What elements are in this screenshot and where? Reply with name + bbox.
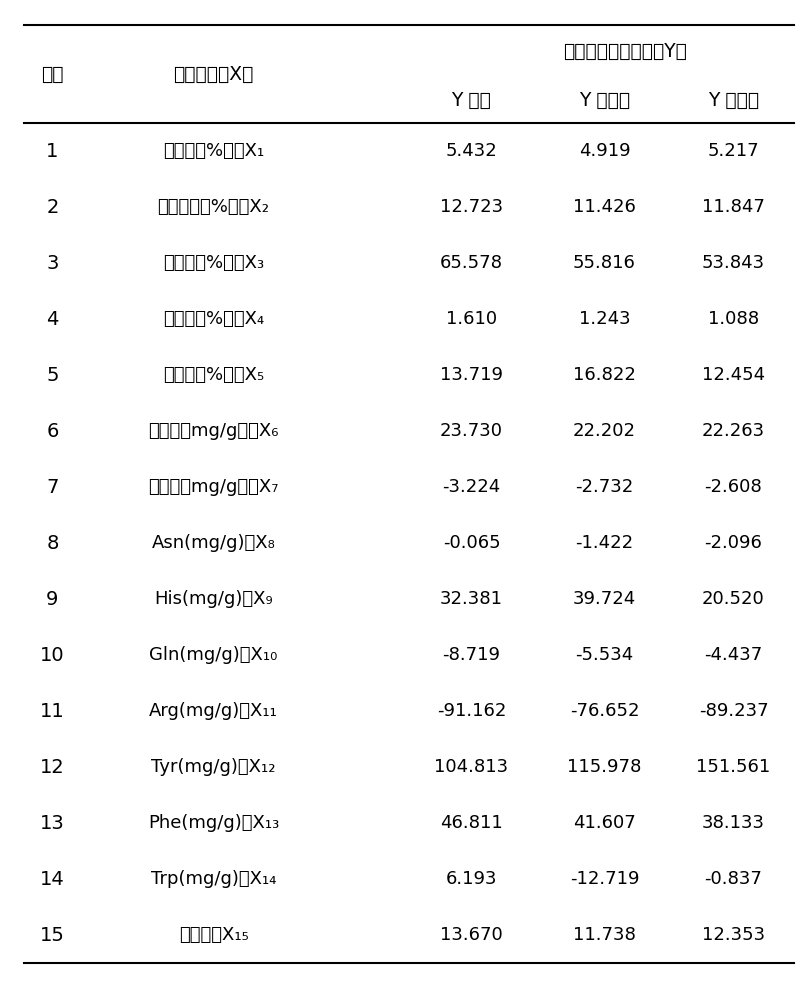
Text: -1.422: -1.422 [575,534,634,552]
Text: 151.561: 151.561 [696,758,771,776]
Text: 12.454: 12.454 [702,366,765,384]
Text: 还原糖（%）、X₁: 还原糖（%）、X₁ [163,142,264,160]
Text: 65.578: 65.578 [440,254,503,272]
Text: Y 浓香型: Y 浓香型 [579,91,630,110]
Text: 39.724: 39.724 [573,590,636,608]
Text: Y 清香: Y 清香 [451,91,492,110]
Text: 115.978: 115.978 [567,758,642,776]
Text: -0.837: -0.837 [704,870,762,888]
Text: His(mg/g)、X₉: His(mg/g)、X₉ [154,590,273,608]
Text: Phe(mg/g)、X₁₃: Phe(mg/g)、X₁₃ [148,814,279,832]
Text: -76.652: -76.652 [570,702,639,720]
Text: 15: 15 [40,926,64,945]
Text: 1.610: 1.610 [446,310,497,328]
Text: -4.437: -4.437 [704,646,762,664]
Text: 12.723: 12.723 [440,198,503,216]
Text: Tyr(mg/g)、X₁₂: Tyr(mg/g)、X₁₂ [152,758,276,776]
Text: 7: 7 [46,478,59,497]
Text: 1: 1 [46,142,59,161]
Text: 亚麻酸（mg/g）、X₇: 亚麻酸（mg/g）、X₇ [148,478,279,496]
Text: 22.263: 22.263 [702,422,765,440]
Text: 3: 3 [46,254,59,273]
Text: 2: 2 [46,198,59,217]
Text: -91.162: -91.162 [437,702,506,720]
Text: 23.730: 23.730 [440,422,503,440]
Text: 104.813: 104.813 [434,758,509,776]
Text: 22.202: 22.202 [573,422,636,440]
Text: 葡萄糖（%）、X₄: 葡萄糖（%）、X₄ [163,310,264,328]
Text: 9: 9 [46,590,59,609]
Text: 38.133: 38.133 [702,814,765,832]
Text: -5.534: -5.534 [575,646,634,664]
Text: 16.822: 16.822 [573,366,636,384]
Text: 6.193: 6.193 [446,870,497,888]
Text: 序号: 序号 [41,65,64,84]
Text: 11: 11 [40,702,64,721]
Text: 5.217: 5.217 [708,142,759,160]
Text: 8: 8 [46,534,59,553]
Text: 13.670: 13.670 [440,926,503,944]
Text: 20.520: 20.520 [702,590,765,608]
Text: 11.426: 11.426 [573,198,636,216]
Text: -0.065: -0.065 [442,534,501,552]
Text: 4.919: 4.919 [579,142,630,160]
Text: 棕椰酸（mg/g）、X₆: 棕椰酸（mg/g）、X₆ [148,422,279,440]
Text: Trp(mg/g)、X₁₄: Trp(mg/g)、X₁₄ [151,870,276,888]
Text: -89.237: -89.237 [699,702,768,720]
Text: 11.847: 11.847 [702,198,765,216]
Text: -8.719: -8.719 [442,646,501,664]
Text: 磷酸根（%）、X₅: 磷酸根（%）、X₅ [163,366,264,384]
Text: 46.811: 46.811 [440,814,503,832]
Text: 12.353: 12.353 [702,926,765,944]
Text: Asn(mg/g)、X₈: Asn(mg/g)、X₈ [152,534,276,552]
Text: 13: 13 [40,814,64,833]
Text: 面包锐、X₁₅: 面包锐、X₁₅ [179,926,248,944]
Text: 11.738: 11.738 [573,926,636,944]
Text: 32.381: 32.381 [440,590,503,608]
Text: 挥发碱（%）、X₃: 挥发碱（%）、X₃ [163,254,264,272]
Text: Y 中间香: Y 中间香 [708,91,759,110]
Text: Gln(mg/g)、X₁₀: Gln(mg/g)、X₁₀ [149,646,278,664]
Text: 14: 14 [40,870,64,889]
Text: 4: 4 [46,310,59,329]
Text: -3.224: -3.224 [442,478,501,496]
Text: 1.088: 1.088 [708,310,759,328]
Text: -2.096: -2.096 [704,534,762,552]
Text: 53.843: 53.843 [702,254,765,272]
Text: Arg(mg/g)、X₁₁: Arg(mg/g)、X₁₁ [149,702,278,720]
Text: 10: 10 [40,646,64,665]
Text: 5.432: 5.432 [446,142,497,160]
Text: 检测物质（X）: 检测物质（X） [173,65,254,84]
Text: 55.816: 55.816 [573,254,636,272]
Text: 1.243: 1.243 [579,310,630,328]
Text: 总植物碱（%）、X₂: 总植物碱（%）、X₂ [158,198,269,216]
Text: -12.719: -12.719 [570,870,639,888]
Text: -2.608: -2.608 [704,478,762,496]
Text: -2.732: -2.732 [575,478,634,496]
Text: 香型判定分类函数（Y）: 香型判定分类函数（Y） [563,41,687,60]
Text: 6: 6 [46,422,59,441]
Text: 13.719: 13.719 [440,366,503,384]
Text: 5: 5 [46,366,59,385]
Text: 12: 12 [40,758,64,777]
Text: 41.607: 41.607 [573,814,636,832]
